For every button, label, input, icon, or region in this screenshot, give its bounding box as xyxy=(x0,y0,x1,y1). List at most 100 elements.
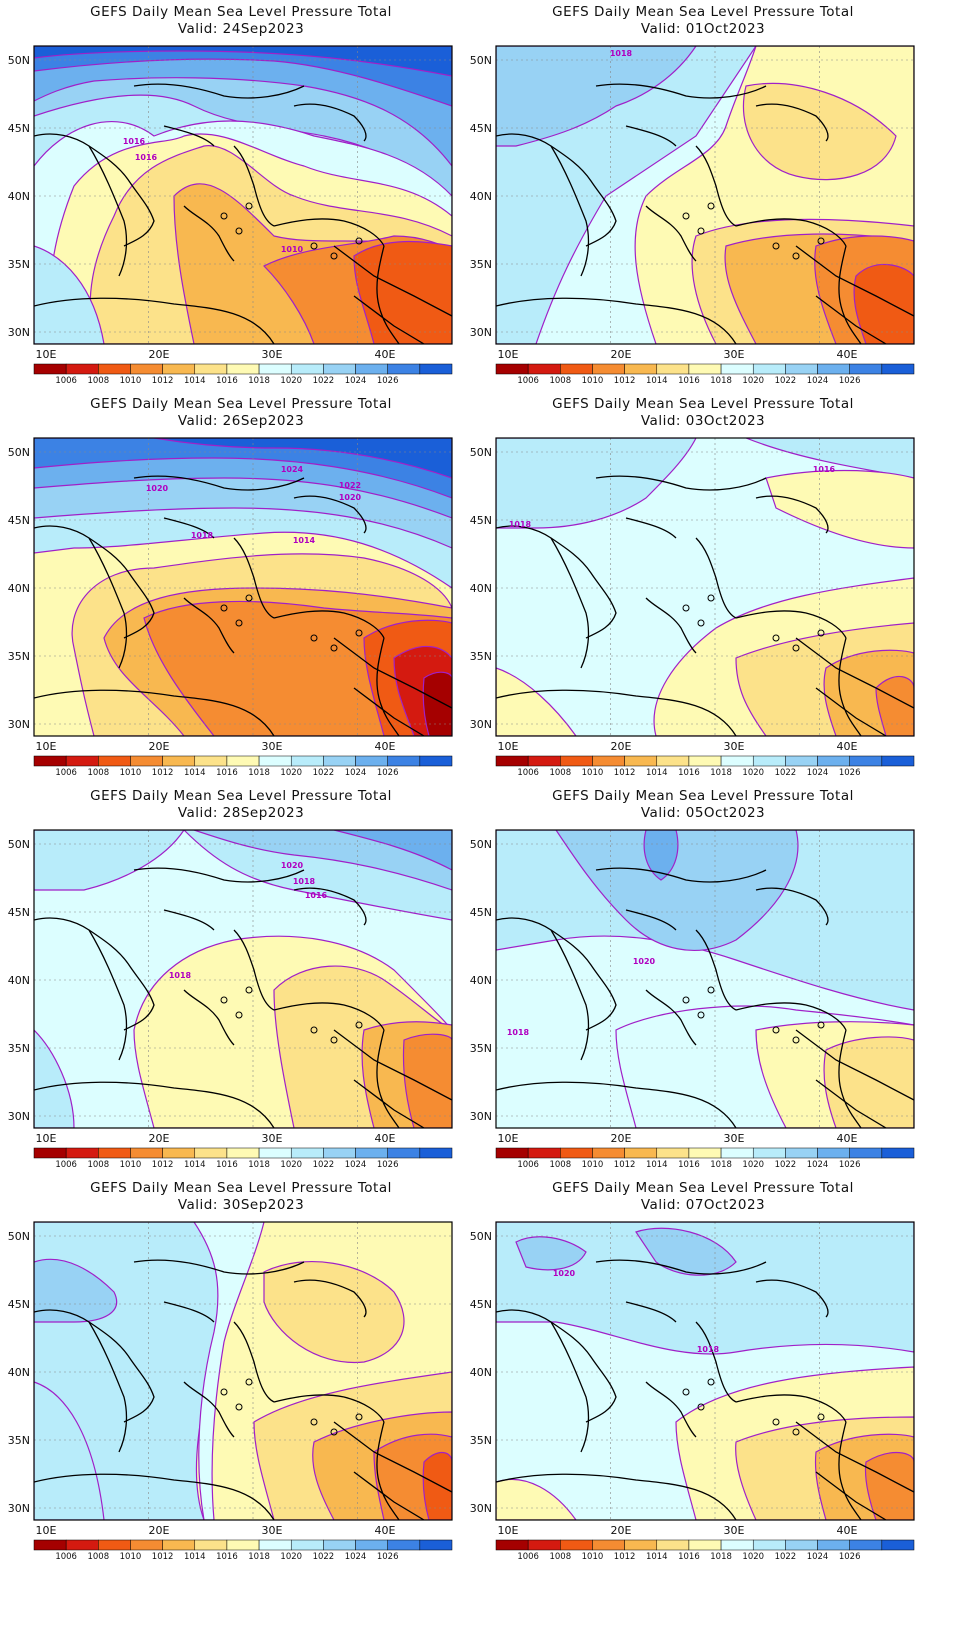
colorbar-label: 1012 xyxy=(614,1552,636,1562)
colorbar-label: 1010 xyxy=(582,376,604,386)
contour-label: 1018 xyxy=(509,520,532,529)
colorbar-label: 1026 xyxy=(377,376,399,386)
map-panel: GEFS Daily Mean Sea Level Pressure Total… xyxy=(462,0,944,410)
contour-label: 1018 xyxy=(191,531,214,540)
colorbar-swatch xyxy=(688,755,722,767)
pressure-region xyxy=(34,46,452,167)
island xyxy=(707,202,715,210)
map-panel: GEFS Daily Mean Sea Level Pressure Total… xyxy=(0,0,482,410)
coastline xyxy=(645,205,697,262)
colorbar-label: 1006 xyxy=(517,376,539,386)
coastline xyxy=(496,1081,737,1128)
colorbar-label: 1016 xyxy=(678,1552,700,1562)
island xyxy=(310,634,318,642)
coastline xyxy=(755,103,829,142)
colorbar-swatch xyxy=(290,755,324,767)
pressure-region xyxy=(823,1036,914,1128)
coastline xyxy=(293,103,367,142)
contour-label: 1016 xyxy=(135,153,158,162)
coastline xyxy=(88,1321,128,1453)
colorbar-swatch xyxy=(65,1147,99,1159)
pressure-region xyxy=(422,1452,452,1520)
colorbar-swatch xyxy=(65,363,99,375)
y-tick-label: 35N xyxy=(470,258,492,271)
colorbar-swatch xyxy=(817,363,850,375)
y-tick-label: 30N xyxy=(8,1502,30,1515)
y-tick-label: 40N xyxy=(8,1366,30,1379)
colorbar-swatch xyxy=(495,363,529,375)
pressure-region xyxy=(353,240,452,344)
island xyxy=(220,604,228,612)
map-panel: GEFS Daily Mean Sea Level Pressure Total… xyxy=(0,1176,482,1586)
x-tick-label: 40E xyxy=(837,348,858,361)
pressure-map: 1018 50N 45N 40N 35N 30N 10E 20E 30E 40E 1006 1008 1… xyxy=(470,45,915,386)
island xyxy=(310,242,318,250)
island xyxy=(355,1021,363,1029)
pressure-map: 1024 1020 1022 1020 1018 1014 50N 45N 40N 35N 30N 1… xyxy=(8,437,453,778)
colorbar-label: 1022 xyxy=(775,768,797,778)
colorbar-label: 1012 xyxy=(614,1160,636,1170)
colorbar-swatch xyxy=(560,755,593,767)
coastline xyxy=(34,1309,155,1423)
pressure-region xyxy=(765,469,914,549)
island xyxy=(330,252,338,260)
colorbar-swatch xyxy=(720,755,754,767)
colorbar-swatch xyxy=(881,1539,915,1551)
coastline xyxy=(645,597,697,654)
contour-label: 1022 xyxy=(339,481,361,490)
colorbar-label: 1014 xyxy=(184,1160,206,1170)
island xyxy=(220,212,228,220)
panel-title: GEFS Daily Mean Sea Level Pressure Total xyxy=(552,788,854,804)
colorbar-swatch xyxy=(226,1539,260,1551)
x-tick-label: 10E xyxy=(498,1524,519,1537)
island xyxy=(245,202,253,210)
coastline xyxy=(496,689,737,736)
colorbar-swatch xyxy=(98,1539,131,1551)
coastline xyxy=(34,1081,275,1128)
y-tick-label: 30N xyxy=(470,326,492,339)
colorbar-swatch xyxy=(419,1147,453,1159)
colorbar-label: 1006 xyxy=(517,1160,539,1170)
colorbar-label: 1014 xyxy=(646,768,668,778)
colorbar-label: 1010 xyxy=(120,376,142,386)
colorbar-label: 1018 xyxy=(248,1160,270,1170)
y-tick-label: 45N xyxy=(470,122,492,135)
colorbar-swatch xyxy=(355,755,388,767)
panel-valid-date: Valid: 07Oct2023 xyxy=(640,1197,766,1213)
coastline xyxy=(163,517,215,539)
colorbar-swatch xyxy=(720,1147,754,1159)
pressure-field: 1024 1020 1022 1020 1018 1014 xyxy=(34,438,452,736)
panel-valid-date: Valid: 28Sep2023 xyxy=(177,805,305,821)
island xyxy=(245,986,253,994)
island xyxy=(772,634,780,642)
colorbar-swatch xyxy=(387,363,421,375)
panel-title: GEFS Daily Mean Sea Level Pressure Total xyxy=(552,4,854,20)
island xyxy=(682,1388,690,1396)
coastline xyxy=(735,1002,847,1031)
colorbar-label: 1010 xyxy=(582,1160,604,1170)
y-tick-label: 35N xyxy=(470,1042,492,1055)
coastline xyxy=(595,1259,767,1275)
colorbar-swatch xyxy=(323,1539,356,1551)
colorbar-swatch xyxy=(817,755,850,767)
x-tick-label: 30E xyxy=(262,740,283,753)
colorbar-swatch xyxy=(624,1147,658,1159)
x-tick-label: 30E xyxy=(262,1132,283,1145)
colorbar-label: 1018 xyxy=(248,1552,270,1562)
pressure-region xyxy=(515,1236,587,1271)
colorbar-swatch xyxy=(419,1539,453,1551)
contour-label: 1018 xyxy=(169,971,192,980)
pressure-region xyxy=(875,675,914,736)
y-tick-label: 35N xyxy=(8,258,30,271)
colorbar-label: 1012 xyxy=(614,376,636,386)
y-tick-label: 45N xyxy=(8,514,30,527)
coastline xyxy=(645,1381,697,1438)
pressure-region xyxy=(635,1227,737,1276)
coastline xyxy=(838,1421,862,1520)
coastline xyxy=(735,610,847,639)
island xyxy=(235,1011,243,1019)
colorbar-label: 1022 xyxy=(313,1160,335,1170)
pressure-region xyxy=(496,46,697,147)
colorbar-swatch xyxy=(720,1539,754,1551)
